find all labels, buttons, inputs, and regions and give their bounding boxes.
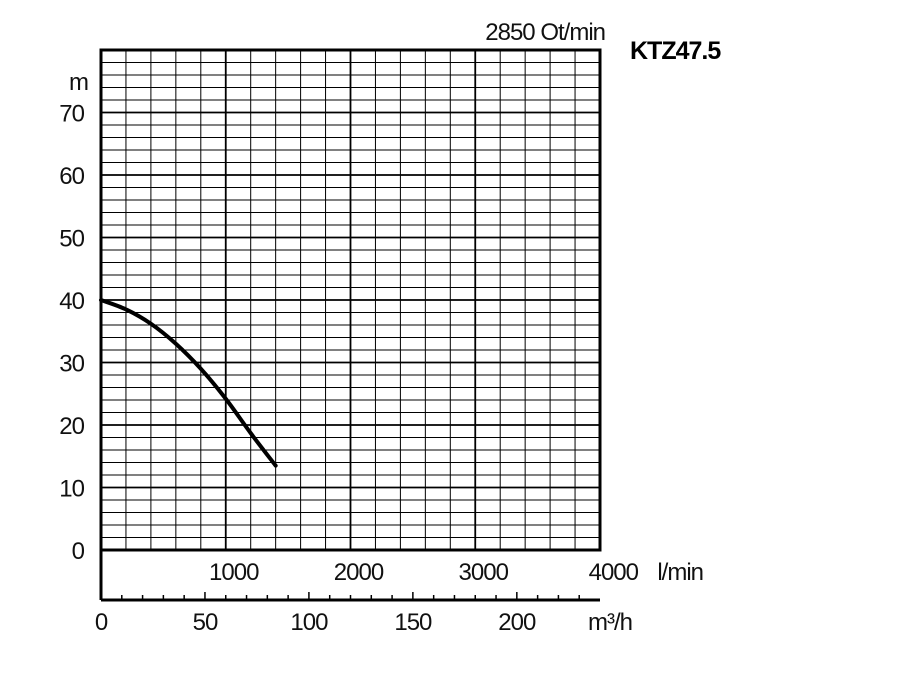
model-name: KTZ47.5: [630, 37, 721, 65]
y-tick-label: 40: [59, 288, 84, 315]
x-axis-unit-lmin: l/min: [657, 559, 703, 586]
y-tick-label: 0: [72, 538, 85, 565]
chart-labels: 0 10 20 30 40 50 60 70 1000 2000 3000 4000 0 50 100 150…: [59, 101, 639, 637]
x-tick-label-m3h: 50: [193, 609, 218, 636]
x-tick-label-m3h: 150: [394, 609, 432, 636]
x-tick-label-lmin: 3000: [459, 559, 509, 586]
x-tick-label-m3h: 100: [290, 609, 328, 636]
x-tick-label-lmin: 1000: [209, 559, 259, 586]
head-curve-line: [99, 298, 278, 468]
y-axis-unit: m: [69, 69, 88, 96]
x-axis-unit-m3h: m³/h: [588, 609, 632, 636]
y-tick-label: 60: [59, 163, 84, 190]
x-tick-label-lmin: 4000: [589, 559, 639, 586]
x-tick-label-m3h: 200: [498, 609, 536, 636]
y-tick-label: 70: [59, 101, 84, 128]
m3h-axis-ticks: [121, 592, 580, 600]
y-tick-label: 20: [59, 413, 84, 440]
x-tick-label-m3h: 0: [95, 609, 108, 636]
y-tick-label: 50: [59, 226, 84, 253]
y-tick-label: 10: [59, 476, 84, 503]
x-tick-label-lmin: 2000: [334, 559, 384, 586]
chart-title: 2850 Ot/min: [485, 19, 605, 46]
chart-grid: [100, 49, 601, 551]
y-tick-label: 30: [59, 351, 84, 378]
head-curve: [99, 298, 278, 468]
